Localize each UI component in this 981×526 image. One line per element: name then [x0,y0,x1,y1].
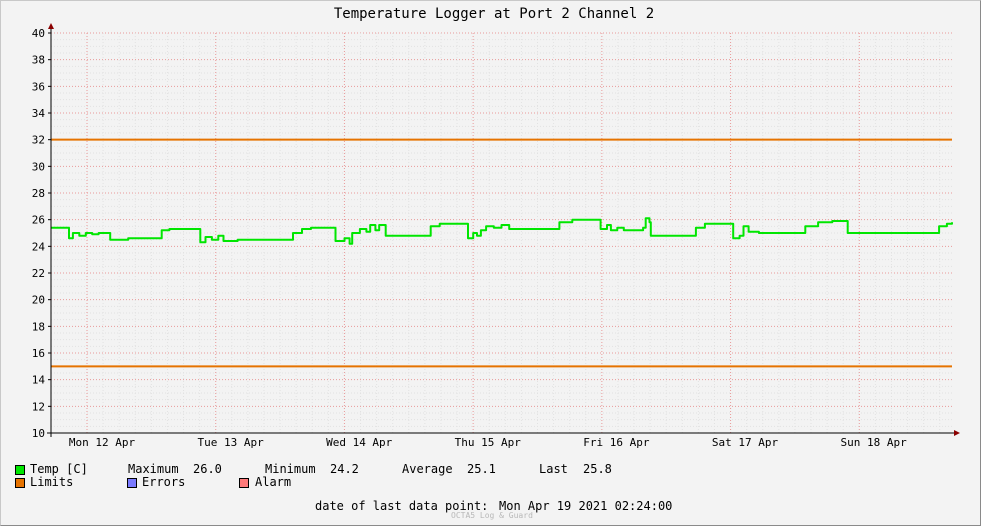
last-data-date-label: date of last data point: [315,499,489,513]
y-tick-label: 18 [32,320,45,333]
last-value: 25.8 [583,462,612,476]
y-tick-label: 36 [32,80,45,93]
chart-title: Temperature Logger at Port 2 Channel 2 [334,6,654,22]
y-tick-label: 38 [32,54,45,67]
min-value: 24.2 [330,462,359,476]
y-tick-label: 24 [32,240,46,253]
temp-legend-label: Temp [C] [30,462,88,476]
y-tick-label: 22 [32,267,45,280]
y-tick-label: 30 [32,160,45,173]
y-tick-label: 26 [32,214,45,227]
temp-legend-swatch [15,465,25,475]
y-tick-label: 12 [32,400,45,413]
y-tick-label: 10 [32,427,45,440]
alarm-legend-swatch [239,478,249,488]
limits-legend-swatch [15,478,25,488]
x-tick-label: Thu 15 Apr [455,436,522,449]
x-tick-label: Sat 17 Apr [712,436,779,449]
y-tick-label: 20 [32,294,45,307]
y-tick-label: 14 [32,374,46,387]
y-axis-arrow [48,23,54,29]
y-tick-label: 40 [32,27,45,40]
min-label: Minimum [265,462,316,476]
x-tick-label: Mon 12 Apr [69,436,136,449]
x-tick-label: Wed 14 Apr [326,436,393,449]
last-data-date-value: Mon Apr 19 2021 02:24:00 [499,499,673,513]
avg-value: 25.1 [467,462,496,476]
max-label: Maximum [128,462,179,476]
y-tick-label: 16 [32,347,45,360]
errors-legend-swatch [127,478,137,488]
x-tick-label: Tue 13 Apr [197,436,264,449]
limits-legend-label: Limits [30,475,74,489]
x-tick-label: Sun 18 Apr [840,436,907,449]
credit-text: OCTA5 Log & Guard [451,511,533,520]
max-value: 26.0 [193,462,222,476]
x-tick-label: Fri 16 Apr [583,436,650,449]
errors-legend-label: Errors [142,475,186,489]
alarm-legend-label: Alarm [255,475,292,489]
y-tick-label: 28 [32,187,45,200]
y-tick-label: 32 [32,134,45,147]
avg-label: Average [402,462,453,476]
last-label: Last [539,462,568,476]
temp-series-line [51,217,953,245]
y-tick-label: 34 [32,107,46,120]
x-axis-arrow [954,430,960,436]
